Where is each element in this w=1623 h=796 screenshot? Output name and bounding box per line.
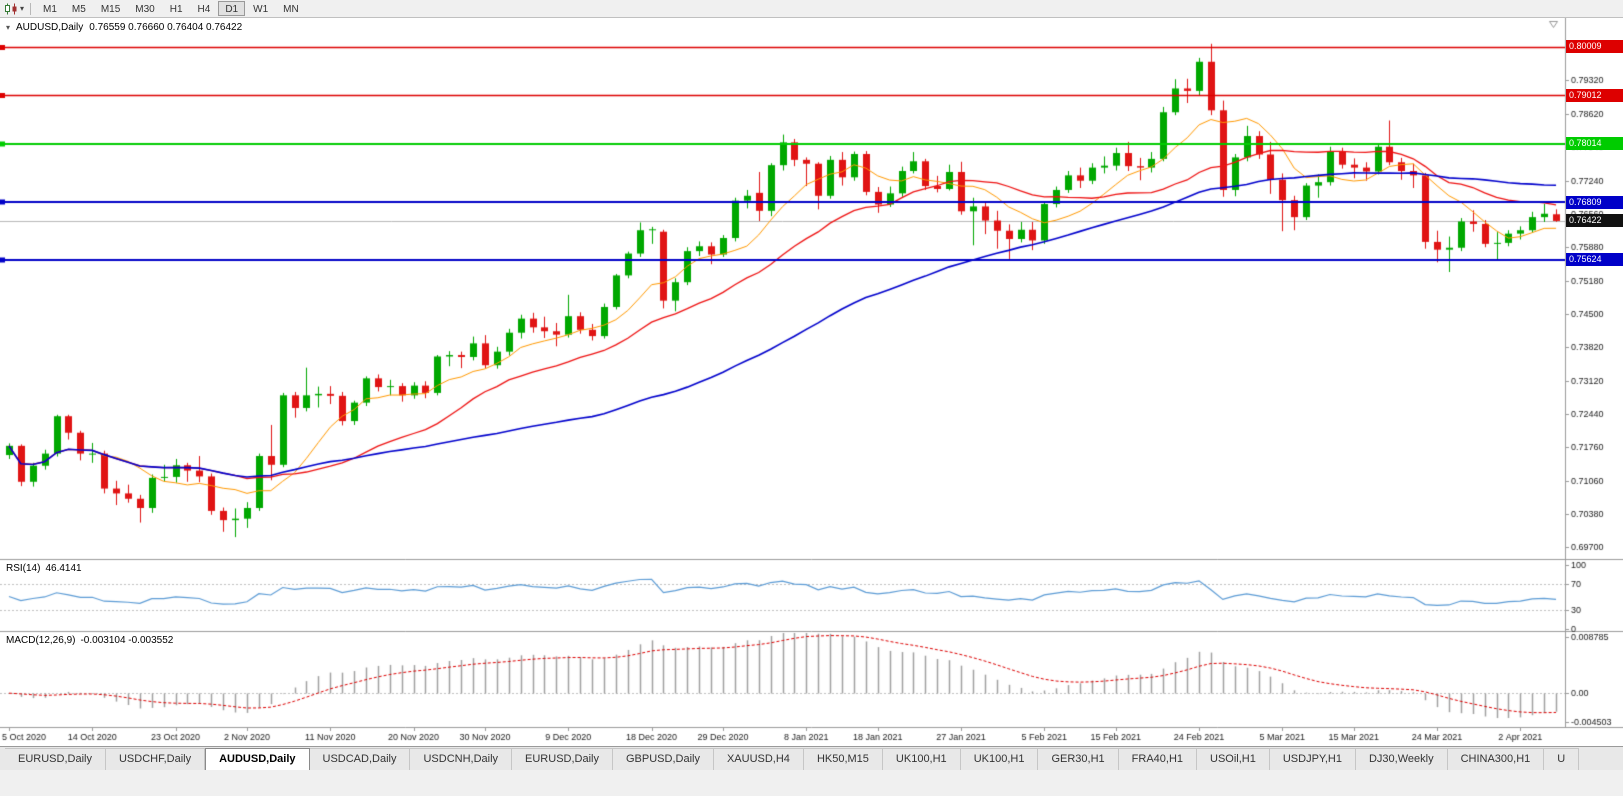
timeframe-button-m30[interactable]: M30 xyxy=(135,4,155,15)
timeframe-button-m1[interactable]: M1 xyxy=(43,4,57,15)
macd-values: -0.003104 -0.003552 xyxy=(80,635,174,646)
timeframe-button-d1[interactable]: D1 xyxy=(218,1,246,16)
timeframe-button-h1[interactable]: H1 xyxy=(169,4,183,15)
chart-tab-eurusd-daily[interactable]: EURUSD,Daily xyxy=(5,748,106,770)
rsi-name: RSI(14) xyxy=(6,563,41,574)
price-chart-canvas[interactable] xyxy=(0,18,1623,746)
timeframe-button-mn[interactable]: MN xyxy=(283,4,299,15)
timeframe-button-h4[interactable]: H4 xyxy=(197,4,211,15)
chart-tab-hk50-m15[interactable]: HK50,M15 xyxy=(803,748,883,770)
chart-tab-eurusd-daily[interactable]: EURUSD,Daily xyxy=(512,748,613,770)
toolbar-separator xyxy=(30,2,32,15)
chart-area[interactable]: ▾ AUDUSD,Daily 0.76559 0.76660 0.76404 0… xyxy=(0,18,1623,746)
hline-price-tag-0.79012: 0.79012 xyxy=(1566,88,1623,102)
hline-price-tag-0.78014: 0.78014 xyxy=(1566,137,1623,151)
timeframe-button-m15[interactable]: M15 xyxy=(100,4,121,15)
chart-tab-gbpusd-daily[interactable]: GBPUSD,Daily xyxy=(613,748,714,770)
chart-tab-audusd-daily[interactable]: AUDUSD,Daily xyxy=(205,748,310,770)
chart-tab-fra40-h1[interactable]: FRA40,H1 xyxy=(1118,748,1198,770)
chart-tab-dj30-weekly[interactable]: DJ30,Weekly xyxy=(1355,748,1448,770)
hline-price-tag-0.76809: 0.76809 xyxy=(1566,195,1623,209)
hline-price-tag-0.75624: 0.75624 xyxy=(1566,253,1623,267)
chart-tab-usdjpy-h1[interactable]: USDJPY,H1 xyxy=(1269,748,1356,770)
chart-tab-u[interactable]: U xyxy=(1544,748,1580,770)
chart-tab-usdchf-daily[interactable]: USDCHF,Daily xyxy=(105,748,206,770)
chart-tab-xauusd-h4[interactable]: XAUUSD,H4 xyxy=(713,748,804,770)
timeframe-button-m5[interactable]: M5 xyxy=(71,4,86,15)
chart-tab-china300-h1[interactable]: CHINA300,H1 xyxy=(1447,748,1545,770)
macd-name: MACD(12,26,9) xyxy=(6,635,76,646)
timeframe-toolbar: ▾ M1 M5 M15 M30 H1 H4 D1 W1 MN xyxy=(0,0,1623,18)
symbol-dropdown-icon: ▾ xyxy=(6,23,11,32)
chart-candles-icon[interactable] xyxy=(4,3,19,15)
timeframe-button-w1[interactable]: W1 xyxy=(253,4,269,15)
timeframe-buttons: M1 M5 M15 M30 H1 H4 D1 W1 MN xyxy=(36,1,307,16)
chart-tab-usoil-h1[interactable]: USOil,H1 xyxy=(1197,748,1270,770)
chart-tab-usdcad-daily[interactable]: USDCAD,Daily xyxy=(309,748,411,770)
status-strip xyxy=(0,770,1623,796)
chart-ohlc-header: ▾ AUDUSD,Daily 0.76559 0.76660 0.76404 0… xyxy=(6,22,242,33)
chart-tab-usdcnh-daily[interactable]: USDCNH,Daily xyxy=(410,748,513,770)
chart-tabs-bar: EURUSD,Daily USDCHF,Daily AUDUSD,Daily USDC… xyxy=(0,746,1623,770)
hline-price-tag-0.80009: 0.80009 xyxy=(1566,40,1623,54)
symbol-timeframe-label: AUDUSD,Daily xyxy=(16,22,84,33)
rsi-value: 46.4141 xyxy=(45,563,82,574)
chart-tab-uk100-h1[interactable]: UK100,H1 xyxy=(960,748,1039,770)
rsi-indicator-label: RSI(14) 46.4141 xyxy=(6,563,82,574)
current-price-tag: 0.76422 xyxy=(1566,214,1623,228)
chart-tab-ger30-h1[interactable]: GER30,H1 xyxy=(1038,748,1119,770)
macd-indicator-label: MACD(12,26,9) -0.003104 -0.003552 xyxy=(6,635,173,646)
ohlc-values: 0.76559 0.76660 0.76404 0.76422 xyxy=(89,22,243,33)
chart-type-dropdown-icon[interactable]: ▾ xyxy=(20,4,25,13)
chart-tab-uk100-h1[interactable]: UK100,H1 xyxy=(882,748,961,770)
